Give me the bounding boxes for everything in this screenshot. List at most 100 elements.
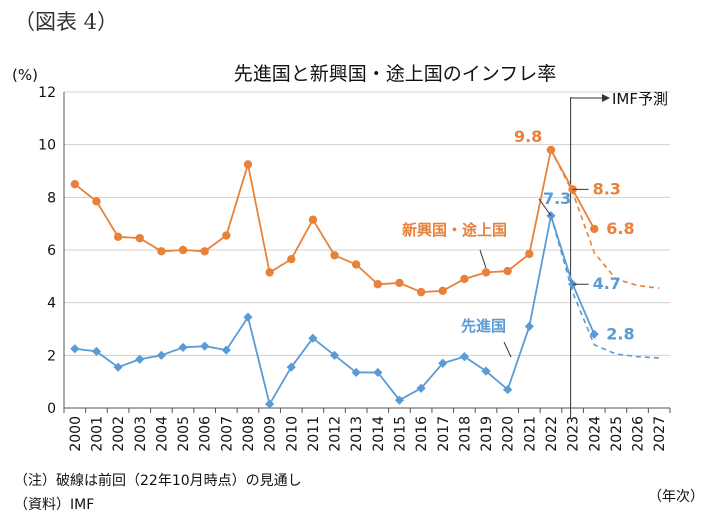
forecast-divider: IMF予測 (570, 90, 668, 418)
advanced-series-name: 先進国 (461, 317, 506, 335)
x-tick-label-2015: 2015 (392, 416, 408, 452)
emerging-point-2017 (438, 286, 447, 296)
emerging-point-2002 (113, 232, 123, 242)
data-label-2024: 2.8 (606, 324, 634, 343)
emerging-point-2000 (70, 179, 80, 189)
emerging-point-2013 (351, 260, 361, 269)
emerging-point-2016 (416, 287, 426, 297)
advanced-point-2007 (221, 345, 231, 355)
emerging-point-2024 (590, 224, 599, 234)
x-tick-label-2018: 2018 (457, 416, 473, 452)
emerging-series-name: 新興国・途上国 (402, 221, 507, 239)
source-note: （資料）IMF (14, 497, 95, 513)
advanced-point-2006 (200, 341, 210, 351)
emerging-point-2007 (222, 231, 231, 240)
forecast-arrow-head (602, 94, 610, 102)
x-axis-unit-label: （年次） (648, 489, 704, 505)
emerging-point-2005 (178, 245, 188, 255)
advanced-point-2003 (135, 354, 145, 364)
x-tick-label-2003: 2003 (133, 416, 149, 452)
x-tick-label-2006: 2006 (198, 416, 214, 452)
advanced-point-2004 (156, 350, 166, 360)
advanced-point-2017 (438, 358, 448, 368)
x-tick-label-2023: 2023 (566, 416, 582, 452)
x-tick-label-2001: 2001 (89, 416, 105, 452)
advanced-point-2008 (243, 312, 253, 322)
emerging-point-2021 (525, 249, 534, 259)
advanced-point-2019 (481, 366, 491, 376)
advanced-point-2018 (459, 352, 469, 362)
advanced-previous-forecast-line (550, 215, 660, 359)
y-axis-unit-label: (%) (12, 66, 38, 84)
x-tick-label-2008: 2008 (241, 416, 257, 452)
advanced-point-2012 (329, 350, 340, 360)
x-tick-label-2019: 2019 (479, 416, 495, 452)
advanced-point-2000 (70, 344, 80, 354)
gridlines (64, 91, 670, 356)
x-tick-label-2022: 2022 (544, 416, 560, 452)
x-tick-label-2004: 2004 (154, 416, 170, 452)
advanced-point-2014 (373, 367, 383, 378)
emerging-point-2011 (308, 215, 318, 224)
advanced-point-2005 (178, 342, 188, 353)
advanced-point-2010 (286, 362, 296, 372)
y-tick-label-2: 2 (47, 348, 56, 364)
advanced-line (74, 215, 596, 407)
y-tick-label-0: 0 (47, 401, 56, 417)
y-tick-label-12: 12 (38, 85, 56, 101)
advanced-point-2002 (113, 362, 123, 372)
x-tick-label-2009: 2009 (263, 416, 279, 452)
x-tick-label-2011: 2011 (306, 416, 322, 452)
x-tick-label-2026: 2026 (631, 416, 647, 452)
data-label-2022: 9.8 (514, 127, 542, 146)
emerging-point-2006 (200, 247, 209, 256)
data-label-2023: 4.7 (593, 274, 621, 293)
x-tick-label-2012: 2012 (328, 416, 344, 452)
x-tick-label-2007: 2007 (219, 416, 235, 452)
figure-label: （図表 4） (14, 10, 119, 34)
series-lines (70, 145, 660, 409)
x-tick-label-2021: 2021 (522, 416, 538, 452)
x-tick-label-2016: 2016 (414, 416, 430, 452)
data-label-2024: 6.8 (606, 219, 634, 238)
data-label-2023: 8.3 (593, 179, 621, 198)
emerging-point-2019 (481, 268, 491, 277)
y-tick-label-10: 10 (38, 138, 56, 154)
emerging-point-2020 (503, 266, 512, 276)
x-tick-label-2013: 2013 (349, 416, 365, 452)
emerging-point-2004 (157, 247, 166, 256)
axes: 0 2 4 6 8 10 12 2000 2001 2002 2003 2004 2005 2006 200… (38, 85, 671, 452)
x-tick-label-2027: 2027 (652, 416, 668, 452)
x-tick-label-2025: 2025 (609, 416, 625, 452)
emerging-point-2022 (546, 145, 556, 155)
emerging-point-2015 (395, 278, 404, 288)
emerging-point-2001 (92, 197, 101, 206)
x-tick-label-2002: 2002 (111, 416, 127, 452)
advanced-point-2009 (265, 399, 275, 409)
emerging-point-2003 (135, 233, 144, 243)
y-tick-label-4: 4 (47, 296, 56, 312)
advanced-point-2020 (503, 384, 513, 395)
x-tick-label-2000: 2000 (68, 416, 84, 452)
advanced-point-2016 (416, 383, 426, 393)
x-tick-label-2020: 2020 (501, 416, 517, 452)
data-label-2022: 7.3 (543, 189, 571, 208)
x-tick-label-2014: 2014 (371, 416, 387, 452)
x-tick-label-2017: 2017 (436, 416, 452, 452)
emerging-point-2008 (243, 160, 253, 169)
advanced-point-2015 (394, 395, 405, 405)
emerging-name-leader (479, 249, 487, 269)
advanced-point-2024 (589, 329, 599, 339)
x-tick-label-2010: 2010 (284, 416, 300, 452)
chart-title: 先進国と新興国・途上国のインフレ率 (234, 63, 556, 85)
emerging-point-2018 (460, 274, 469, 284)
emerging-point-2010 (287, 255, 296, 264)
advanced-name-leader (503, 341, 512, 358)
x-tick-label-2005: 2005 (176, 416, 192, 452)
advanced-point-2013 (351, 367, 361, 378)
emerging-point-2009 (265, 268, 274, 277)
y-tick-label-6: 6 (47, 243, 56, 259)
footnote: （注）破線は前回（22年10月時点）の見通し (14, 473, 302, 489)
